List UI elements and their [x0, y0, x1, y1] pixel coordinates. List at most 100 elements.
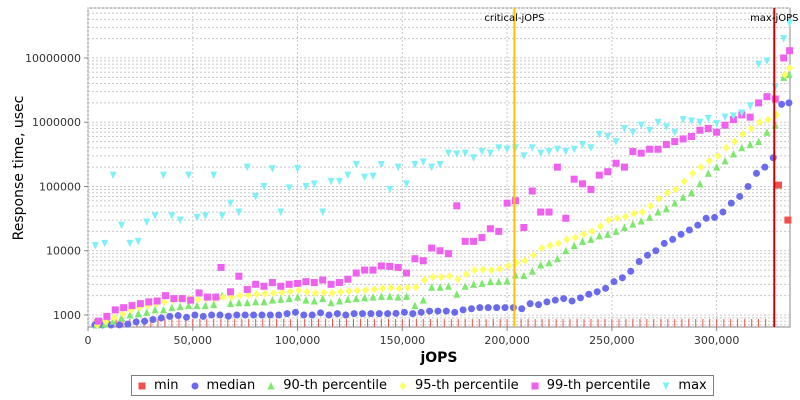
legend-label: min — [154, 378, 179, 393]
legend-label: 90-th percentile — [283, 378, 387, 393]
data-point — [352, 269, 360, 277]
marker-layer: critical-jOPS max-jOPS — [484, 8, 799, 327]
data-point — [478, 148, 486, 156]
data-point — [563, 235, 571, 244]
data-point — [277, 282, 285, 290]
data-point — [764, 115, 772, 124]
data-point — [226, 299, 234, 308]
legend-symbol-icon — [531, 382, 539, 389]
data-point — [241, 311, 249, 319]
data-point — [94, 317, 102, 325]
data-point — [235, 208, 243, 217]
data-point — [755, 60, 763, 69]
x-tick-label: 200,000 — [484, 334, 530, 347]
data-point — [654, 145, 662, 153]
data-point — [470, 237, 478, 245]
data-point — [436, 247, 444, 255]
data-point — [629, 220, 637, 228]
data-point — [419, 296, 427, 304]
data-point — [294, 279, 302, 287]
x-tick-label: 150,000 — [380, 334, 426, 347]
data-point — [620, 163, 628, 171]
data-point — [268, 165, 276, 173]
data-point — [587, 144, 595, 152]
data-point — [780, 54, 788, 62]
data-point — [411, 160, 419, 169]
data-point — [746, 113, 754, 121]
data-point — [528, 187, 536, 195]
data-point — [729, 112, 737, 121]
data-point — [283, 310, 291, 318]
data-point — [210, 300, 218, 309]
data-point — [308, 311, 316, 319]
data-point — [535, 301, 543, 309]
data-point — [747, 124, 755, 133]
data-point — [620, 124, 628, 133]
data-point — [509, 304, 517, 312]
data-point — [487, 266, 495, 275]
data-point — [697, 163, 705, 172]
data-point — [149, 316, 157, 324]
data-point — [696, 118, 704, 127]
data-point — [722, 143, 730, 152]
data-point — [386, 292, 394, 300]
data-point — [484, 304, 492, 312]
data-point — [461, 149, 469, 158]
legend-symbol-icon — [191, 382, 199, 389]
data-point — [226, 288, 234, 296]
data-point — [462, 270, 470, 279]
data-point — [294, 293, 302, 301]
data-point — [713, 163, 721, 171]
data-point — [212, 293, 220, 301]
data-point — [444, 250, 452, 258]
data-point — [411, 255, 419, 263]
data-point — [216, 311, 224, 319]
data-point — [537, 208, 545, 216]
data-point — [160, 297, 168, 306]
data-point — [763, 93, 771, 101]
data-point — [655, 194, 663, 203]
data-point — [451, 308, 459, 316]
data-point — [671, 138, 679, 146]
data-point — [243, 285, 251, 293]
data-point — [403, 292, 411, 300]
legend-symbol-icon — [399, 381, 407, 390]
data-point — [235, 298, 243, 307]
data-point — [553, 145, 561, 154]
data-point — [428, 163, 436, 172]
data-point — [637, 121, 645, 130]
data-point — [261, 289, 269, 298]
data-point — [528, 144, 536, 152]
data-point — [352, 294, 360, 303]
data-point — [784, 216, 792, 224]
data-point — [562, 246, 570, 255]
x-tick-label: 100,000 — [275, 334, 321, 347]
legend-item: 90-th percentile — [265, 378, 387, 393]
data-point — [233, 311, 241, 319]
data-point — [618, 274, 626, 282]
data-point — [520, 223, 528, 231]
data-point — [327, 280, 335, 288]
data-point — [612, 227, 620, 235]
data-point — [595, 231, 603, 240]
data-point — [630, 209, 638, 218]
data-point — [453, 202, 461, 210]
x-axis-title: jOPS — [419, 350, 457, 366]
data-point — [344, 295, 352, 303]
data-point — [395, 284, 403, 293]
data-point — [109, 171, 117, 180]
data-point — [714, 151, 722, 160]
data-point — [141, 317, 149, 325]
data-point — [300, 311, 308, 319]
series-min — [94, 181, 792, 327]
data-point — [250, 311, 258, 319]
data-point — [168, 303, 176, 312]
data-point — [688, 117, 696, 125]
data-point — [786, 63, 794, 72]
data-point — [551, 296, 559, 304]
data-point — [721, 121, 729, 129]
data-point — [496, 264, 504, 273]
data-point — [543, 298, 551, 306]
data-point — [495, 227, 503, 235]
data-point — [562, 148, 570, 156]
